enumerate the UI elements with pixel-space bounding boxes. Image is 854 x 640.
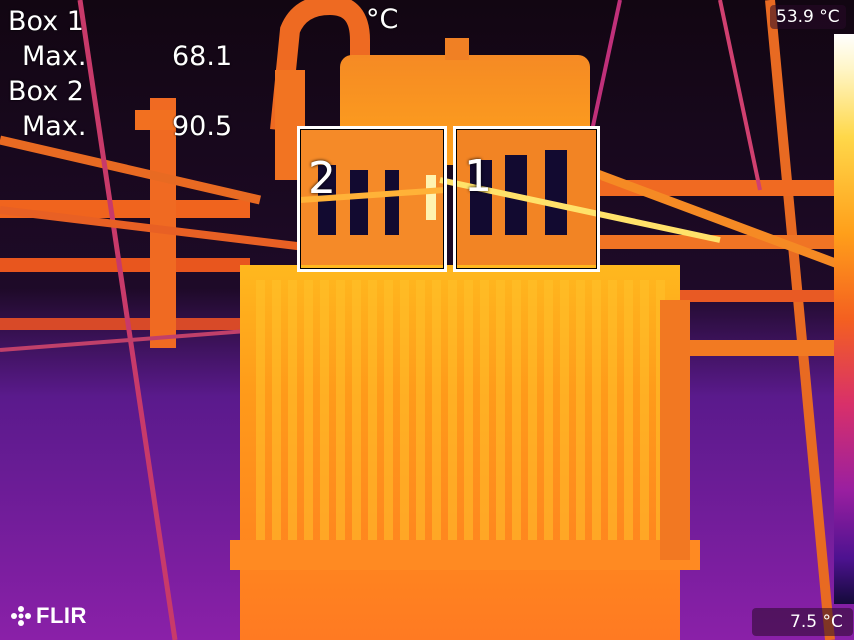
unit-label: °C [366, 4, 399, 35]
box1-max-label: Max. [22, 41, 87, 72]
flir-logo: FLIR [10, 603, 87, 629]
box-2-number: 2 [308, 153, 336, 204]
box1-max-value: 68.1 [172, 41, 233, 72]
box-1-number: 1 [464, 151, 492, 202]
measurement-box-2[interactable]: 2 [297, 126, 447, 272]
scale-max-label: 53.9 °C [770, 5, 846, 29]
temperature-scale-bar [834, 34, 854, 604]
box1-label: Box 1 [8, 6, 84, 37]
brand-name: FLIR [36, 603, 87, 628]
box2-max-label: Max. [22, 111, 87, 142]
left-pole-structure [0, 0, 331, 640]
flir-logo-icon [11, 606, 31, 626]
measurement-box-1[interactable]: 1 [453, 126, 600, 272]
scale-min-label: 7.5 °C [752, 608, 853, 636]
bushing-pipe [270, 0, 370, 131]
right-pole-structure [558, 0, 854, 640]
box2-label: Box 2 [8, 76, 84, 107]
box2-max-value: 90.5 [172, 111, 233, 142]
